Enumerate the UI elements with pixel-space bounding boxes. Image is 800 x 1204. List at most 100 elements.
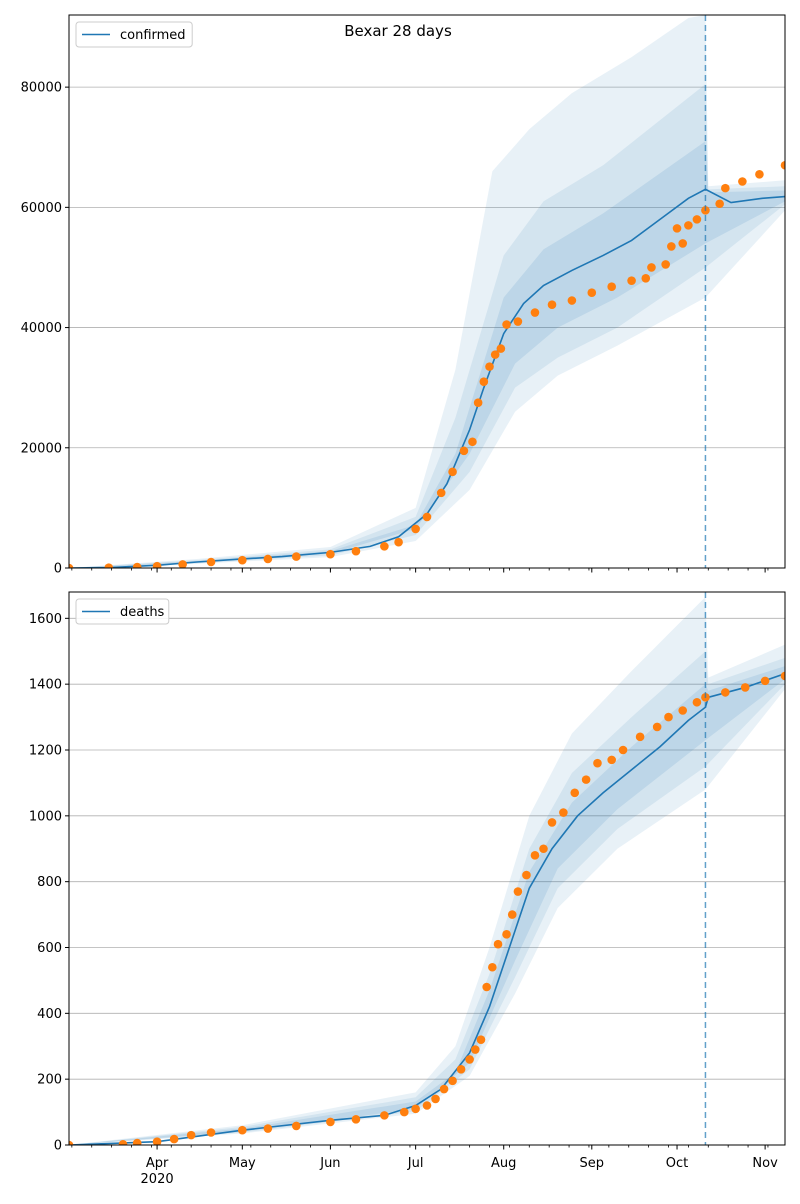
observed-point <box>263 1124 273 1133</box>
observed-point <box>780 671 785 681</box>
observed-point <box>493 939 503 949</box>
observed-point <box>186 1130 196 1140</box>
x-tick-label: Aug <box>491 1156 516 1171</box>
observed-point <box>607 755 616 765</box>
observed-point <box>465 1055 474 1064</box>
x-tick-label: Jun <box>319 1156 340 1171</box>
observed-point <box>351 546 361 556</box>
legend-box <box>75 598 170 625</box>
observed-point <box>507 910 517 919</box>
band-outer <box>69 15 785 568</box>
chart-title: Bexar 28 days <box>344 22 452 40</box>
x-tick-label: Apr <box>146 1156 169 1171</box>
x-year-label: 2020 <box>141 1172 174 1187</box>
observed-point <box>692 215 702 224</box>
axes-frame <box>68 591 786 1146</box>
observed-point <box>567 296 577 305</box>
deaths-line <box>69 672 785 1145</box>
observed-point <box>721 183 730 193</box>
observed-point <box>627 276 636 285</box>
observed-point <box>482 982 491 992</box>
y-tick-label: 200 <box>37 1073 62 1088</box>
observed-point <box>581 775 591 784</box>
observed-point <box>152 1137 162 1145</box>
observed-point <box>780 160 785 170</box>
observed-point <box>667 242 676 251</box>
observed-point <box>760 676 770 686</box>
y-tick-label: 400 <box>37 1007 62 1022</box>
observed-point <box>439 1084 449 1094</box>
observed-point <box>411 524 420 534</box>
observed-point <box>740 683 750 692</box>
observed-point <box>206 557 216 567</box>
observed-point <box>715 199 724 209</box>
axes-frame <box>68 14 786 569</box>
observed-point <box>738 177 747 186</box>
observed-point <box>559 808 568 817</box>
observed-point <box>547 818 557 827</box>
observed-point <box>436 488 446 498</box>
x-tick-label: Jul <box>407 1156 424 1171</box>
observed-point <box>502 930 511 939</box>
observed-point <box>238 555 247 565</box>
observed-point <box>456 1064 466 1074</box>
observed-point <box>411 1104 420 1114</box>
observed-point <box>399 1107 409 1117</box>
observed-point <box>448 467 457 477</box>
deaths-panel: 0 200 400 600 800 1000 1200 1400 1600 Apr May Jun Ju… <box>29 591 786 1187</box>
observed-point <box>490 350 500 359</box>
observed-point <box>607 282 616 291</box>
observed-point <box>530 308 540 317</box>
observed-point <box>476 1035 486 1044</box>
legend: deaths <box>75 598 170 625</box>
observed-point <box>672 224 682 233</box>
observed-point <box>263 554 273 564</box>
observed-point <box>570 788 580 798</box>
confirmed-panel: 0 20000 40000 60000 80000 confirmed <box>21 14 786 577</box>
observed-point <box>513 317 523 326</box>
observed-point <box>513 887 523 896</box>
x-tick-label: Sep <box>580 1156 605 1171</box>
x-tick-label: Oct <box>666 1156 688 1171</box>
observed-point <box>488 962 497 972</box>
observed-point <box>380 1111 389 1120</box>
observed-point <box>522 870 531 880</box>
plot-area <box>69 15 785 568</box>
plot-area <box>69 596 785 1145</box>
y-tick-label: 1600 <box>29 612 62 627</box>
observed-point <box>485 362 494 371</box>
observed-point <box>473 398 483 408</box>
observed-point <box>547 300 557 310</box>
y-tick-label: 40000 <box>21 321 62 336</box>
y-tick-label: 80000 <box>21 81 62 96</box>
observed-point <box>292 552 301 561</box>
legend: confirmed <box>75 21 193 48</box>
legend-box <box>75 21 193 48</box>
observed-point <box>118 1140 128 1145</box>
observed-point <box>448 1076 457 1086</box>
observed-point <box>431 1094 440 1104</box>
observed-point <box>380 542 389 551</box>
y-tick-label: 60000 <box>21 201 62 216</box>
observed-point <box>351 1115 361 1124</box>
observed-point <box>422 512 432 522</box>
band-middle <box>69 84 785 568</box>
observed-point <box>238 1125 247 1135</box>
observed-point <box>178 560 187 568</box>
y-tick-label: 1000 <box>29 809 62 824</box>
y-tick-label: 800 <box>37 875 62 890</box>
observed-point <box>647 263 656 272</box>
y-tick-label: 1200 <box>29 744 62 759</box>
band-inner <box>69 141 785 568</box>
observed-point <box>479 377 489 386</box>
x-tick-label: May <box>229 1156 256 1171</box>
observed-point <box>502 320 511 329</box>
observed-point <box>641 273 651 283</box>
observed-point <box>664 712 673 722</box>
observed-point <box>539 844 548 854</box>
observed-point <box>755 169 764 179</box>
y-tick-label: 600 <box>37 941 62 956</box>
observed-point <box>422 1101 432 1110</box>
band-inner <box>69 666 785 1145</box>
